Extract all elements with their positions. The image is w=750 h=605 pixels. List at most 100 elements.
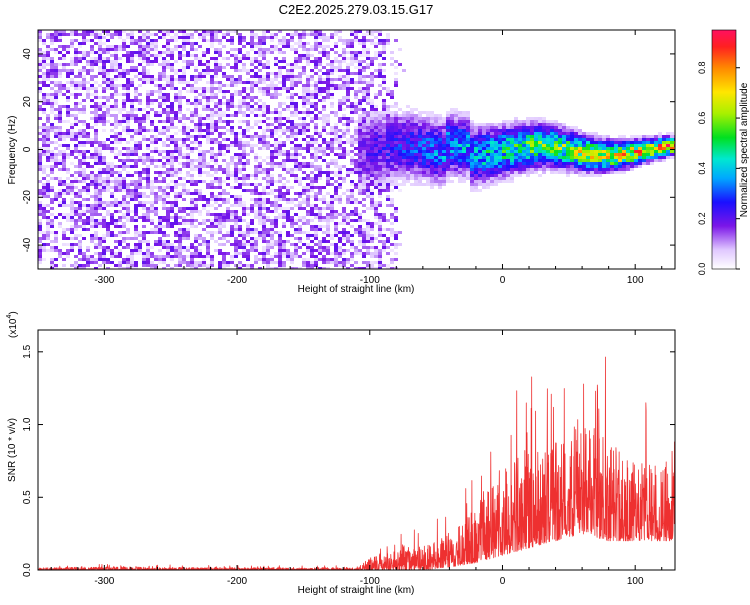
- spectrogram-cell: [282, 198, 286, 201]
- spectrogram-cell: [58, 120, 62, 123]
- spectrogram-cell: [262, 30, 266, 33]
- spectrogram-cell: [146, 177, 150, 180]
- spectrogram-cell: [46, 195, 50, 198]
- spectrogram-cell: [242, 129, 246, 132]
- spectrogram-cell: [142, 135, 146, 138]
- spectrogram-cell: [306, 78, 310, 81]
- spectrogram-cell: [226, 171, 230, 174]
- spectrogram-cell: [66, 120, 70, 123]
- spectrogram-cell: [194, 135, 198, 138]
- spectrogram-cell: [58, 126, 62, 129]
- spectrogram-cell: [210, 255, 214, 258]
- spectrogram-cell: [354, 108, 358, 111]
- spectrogram-cell: [130, 108, 134, 111]
- spectrogram-cell: [106, 213, 110, 216]
- spectrogram-cell: [386, 126, 390, 129]
- spectrogram-cell: [162, 171, 166, 174]
- spectrogram-cell: [334, 45, 338, 48]
- spectrogram-cell: [274, 75, 278, 78]
- spectrogram-cell: [122, 207, 126, 210]
- spectrogram-cell: [326, 75, 330, 78]
- spectrogram-cell: [362, 243, 366, 246]
- spectrogram-cell: [450, 159, 454, 162]
- spectrogram-cell: [94, 225, 98, 228]
- spectrogram-cell: [250, 63, 254, 66]
- spectrogram-cell: [126, 189, 130, 192]
- spectrogram-cell: [278, 231, 282, 234]
- spectrogram-cell: [282, 213, 286, 216]
- spectrogram-cell: [118, 165, 122, 168]
- spectrogram-cell: [242, 237, 246, 240]
- spectrogram-cell: [134, 69, 138, 72]
- spectrogram-cell: [222, 138, 226, 141]
- spectrogram-cell: [178, 150, 182, 153]
- spectrogram-cell: [222, 66, 226, 69]
- spectrogram-cell: [166, 192, 170, 195]
- spectrogram-cell: [298, 60, 302, 63]
- spectrogram-cell: [282, 168, 286, 171]
- spectrogram-cell: [226, 240, 230, 243]
- spectrogram-cell: [326, 69, 330, 72]
- spectrogram-cell: [342, 252, 346, 255]
- spectrogram-cell: [318, 249, 322, 252]
- spectrogram-cell: [186, 153, 190, 156]
- spectrogram-cell: [310, 219, 314, 222]
- spectrogram-cell: [158, 219, 162, 222]
- spectrogram-cell: [90, 183, 94, 186]
- spectrogram-cell: [198, 195, 202, 198]
- spectrogram-cell: [366, 252, 370, 255]
- spectrogram-cell: [378, 72, 382, 75]
- spectrogram-cell: [354, 249, 358, 252]
- spectrogram-cell: [286, 90, 290, 93]
- spectrogram-cell: [386, 219, 390, 222]
- spectrogram-cell: [402, 183, 406, 186]
- spectrogram-cell: [226, 201, 230, 204]
- spectrogram-cell: [438, 162, 442, 165]
- spectrogram-cell: [410, 159, 414, 162]
- spectrogram-cell: [434, 126, 438, 129]
- spectrogram-cell: [402, 111, 406, 114]
- spectrogram-cell: [94, 30, 98, 33]
- spectrogram-cell: [78, 180, 82, 183]
- spectrogram-cell: [226, 198, 230, 201]
- spectrogram-cell: [390, 135, 394, 138]
- spectrogram-cell: [134, 231, 138, 234]
- spectrogram-cell: [442, 147, 446, 150]
- spectrogram-cell: [142, 237, 146, 240]
- spectrogram-cell: [458, 159, 462, 162]
- spectrogram-cell: [398, 189, 402, 192]
- spectrogram-cell: [106, 168, 110, 171]
- spectrogram-cell: [42, 138, 46, 141]
- spectrogram-cell: [126, 87, 130, 90]
- spectrogram-cell: [134, 204, 138, 207]
- spectrogram-cell: [378, 90, 382, 93]
- spectrogram-cell: [234, 171, 238, 174]
- spectrogram-cell: [182, 165, 186, 168]
- spectrogram-cell: [150, 123, 154, 126]
- spectrogram-cell: [382, 51, 386, 54]
- spectrogram-cell: [354, 228, 358, 231]
- spectrogram-cell: [230, 228, 234, 231]
- spectrogram-cell: [478, 135, 482, 138]
- spectrogram-cell: [238, 264, 242, 267]
- spectrogram-cell: [102, 81, 106, 84]
- spectrogram-cell: [242, 180, 246, 183]
- spectrogram-cell: [66, 75, 70, 78]
- spectrogram-cell: [218, 186, 222, 189]
- spectrogram-cell: [62, 93, 66, 96]
- spectrogram-cell: [222, 234, 226, 237]
- spectrogram-cell: [274, 111, 278, 114]
- spectrogram-cell: [334, 198, 338, 201]
- spectrogram-cell: [458, 180, 462, 183]
- spectrogram-cell: [366, 180, 370, 183]
- spectrogram-cell: [242, 69, 246, 72]
- spectrogram-cell: [330, 48, 334, 51]
- spectrogram-cell: [158, 225, 162, 228]
- spectrogram-cell: [222, 147, 226, 150]
- spectrogram-cell: [258, 75, 262, 78]
- spectrogram-cell: [54, 36, 58, 39]
- spectrogram-cell: [222, 201, 226, 204]
- spectrogram-cell: [82, 108, 86, 111]
- spectrogram-cell: [262, 222, 266, 225]
- spectrogram-cell: [186, 81, 190, 84]
